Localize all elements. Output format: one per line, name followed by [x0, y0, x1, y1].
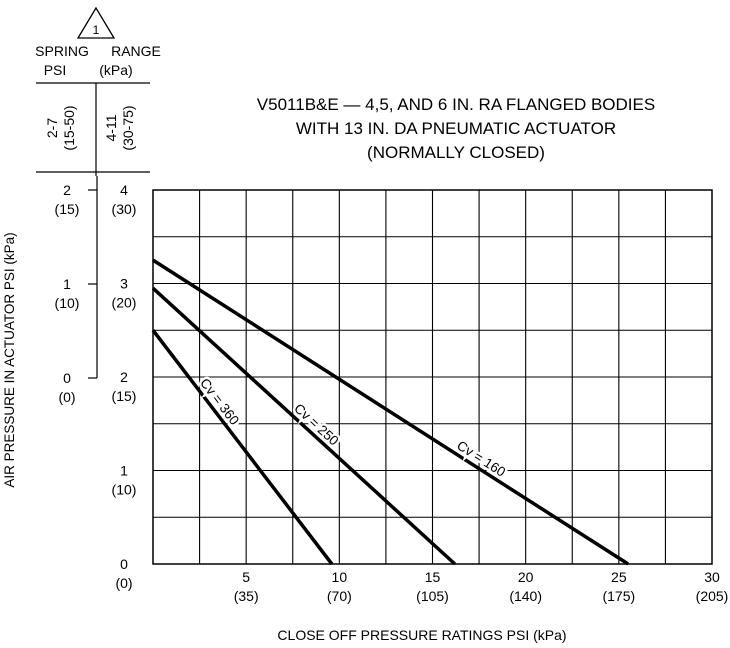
note-number: 1 — [93, 23, 100, 37]
y-scale2-kpa: (20) — [112, 295, 137, 311]
y-scale2-kpa: (10) — [112, 482, 137, 498]
y-scale1-kpa: (10) — [55, 295, 80, 311]
x-tick-label: 30 — [704, 569, 720, 585]
svg-text:(30-75): (30-75) — [120, 105, 136, 150]
x-tick-label: 25 — [611, 569, 627, 585]
y-scale2-tick: 2 — [120, 369, 128, 385]
y-scale-spring-4-11: 4 (30) 3 (20) 2 (15) 1 (10) 0 (0) — [112, 182, 137, 591]
chart-title-line-1: V5011B&E — 4,5, AND 6 IN. RA FLANGED BOD… — [257, 95, 655, 114]
y-scale1-tick: 2 — [63, 182, 71, 198]
x-tick-label: 20 — [518, 569, 534, 585]
y-scale2-tick: 0 — [120, 556, 128, 572]
series-line-1 — [152, 258, 630, 566]
x-tick-kpa-label: (35) — [234, 588, 259, 604]
plot-grid — [153, 190, 712, 564]
x-axis-label: CLOSE OFF PRESSURE RATINGS PSI (kPa) — [277, 627, 566, 643]
plot-frame — [152, 189, 713, 565]
note-triangle-icon: 1 — [76, 6, 116, 39]
y-scale2-tick: 4 — [120, 182, 128, 198]
x-tick-label: 5 — [242, 569, 250, 585]
spring-range-col2: 4-11 (30-75) — [103, 105, 136, 150]
spring-units-left: PSI — [44, 62, 67, 78]
y-scale2-kpa: (30) — [112, 201, 137, 217]
y-scale1-kpa: (15) — [55, 201, 80, 217]
series-line-3 — [151, 329, 334, 566]
x-tick-kpa-label: (205) — [696, 588, 729, 604]
x-tick-kpa-label: (105) — [416, 588, 449, 604]
y-scale1-tick: 0 — [63, 370, 71, 386]
spring-header-left: SPRING — [35, 43, 89, 59]
series-label-2: Cv = 250 — [291, 401, 341, 449]
y-scale1-kpa: (0) — [58, 389, 75, 405]
x-axis-ticks: 5 (35) 10 (70) 15 (105) 20 (140) 25 (175) 30 (205) — [234, 569, 729, 604]
spring-header-right: RANGE — [111, 43, 161, 59]
spring-range-col1: 2-7 (15-50) — [44, 105, 77, 150]
x-tick-kpa-label: (70) — [327, 588, 352, 604]
x-tick-kpa-label: (140) — [509, 588, 542, 604]
x-tick-label: 15 — [425, 569, 441, 585]
y-scale-spring-2-7: 2 (15) 1 (10) 0 (0) — [55, 182, 80, 405]
spring-units-right: (kPa) — [99, 62, 132, 78]
y-scale1-tick: 1 — [63, 276, 71, 292]
svg-text:(15-50): (15-50) — [61, 105, 77, 150]
chart-title-line-3: (NORMALLY CLOSED) — [367, 143, 545, 162]
y-scale2-kpa: (0) — [115, 575, 132, 591]
y-axis-label: AIR PRESSURE IN ACTUATOR PSI (kPa) — [2, 232, 17, 487]
y-scale2-kpa: (15) — [112, 388, 137, 404]
y-scale2-tick: 1 — [120, 463, 128, 479]
series-line-2 — [151, 286, 457, 566]
x-tick-label: 10 — [332, 569, 348, 585]
x-tick-kpa-label: (175) — [602, 588, 635, 604]
y-scale2-tick: 3 — [120, 276, 128, 292]
svg-text:2-7: 2-7 — [44, 118, 60, 138]
chart-title-line-2: WITH 13 IN. DA PNEUMATIC ACTUATOR — [296, 119, 616, 138]
svg-text:4-11: 4-11 — [103, 114, 119, 141]
